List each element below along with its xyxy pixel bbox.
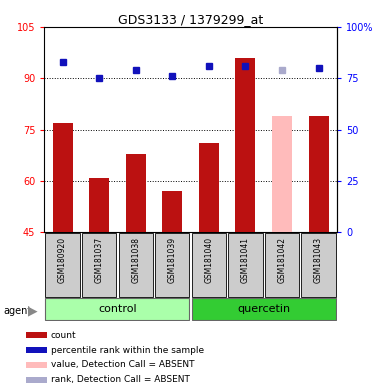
Text: ▶: ▶ xyxy=(28,304,37,317)
Bar xyxy=(89,177,109,232)
Bar xyxy=(199,143,219,232)
Bar xyxy=(265,233,299,297)
Bar xyxy=(45,298,189,320)
Bar xyxy=(119,233,153,297)
Text: agent: agent xyxy=(4,306,32,316)
Text: quercetin: quercetin xyxy=(237,304,290,314)
Text: GSM181037: GSM181037 xyxy=(95,237,104,283)
Bar xyxy=(162,191,182,232)
Bar xyxy=(301,233,336,297)
Bar xyxy=(192,298,336,320)
Bar xyxy=(27,332,47,338)
Bar xyxy=(27,347,47,353)
Text: count: count xyxy=(50,331,76,340)
Bar xyxy=(27,362,47,368)
Bar xyxy=(155,233,189,297)
Bar xyxy=(308,116,329,232)
Text: control: control xyxy=(98,304,137,314)
Text: GSM181039: GSM181039 xyxy=(168,237,177,283)
Bar xyxy=(272,116,292,232)
Text: GSM180920: GSM180920 xyxy=(58,237,67,283)
Title: GDS3133 / 1379299_at: GDS3133 / 1379299_at xyxy=(118,13,263,26)
Text: GSM181043: GSM181043 xyxy=(314,237,323,283)
Bar xyxy=(192,233,226,297)
Text: percentile rank within the sample: percentile rank within the sample xyxy=(50,346,204,354)
Bar xyxy=(82,233,116,297)
Bar xyxy=(228,233,263,297)
Text: GSM181042: GSM181042 xyxy=(278,237,286,283)
Text: GSM181040: GSM181040 xyxy=(204,237,213,283)
Bar xyxy=(235,58,256,232)
Bar xyxy=(126,154,146,232)
Text: value, Detection Call = ABSENT: value, Detection Call = ABSENT xyxy=(50,361,194,369)
Text: GSM181041: GSM181041 xyxy=(241,237,250,283)
Bar xyxy=(27,377,47,383)
Bar xyxy=(45,233,80,297)
Bar xyxy=(52,123,73,232)
Text: rank, Detection Call = ABSENT: rank, Detection Call = ABSENT xyxy=(50,375,189,384)
Text: GSM181038: GSM181038 xyxy=(131,237,140,283)
